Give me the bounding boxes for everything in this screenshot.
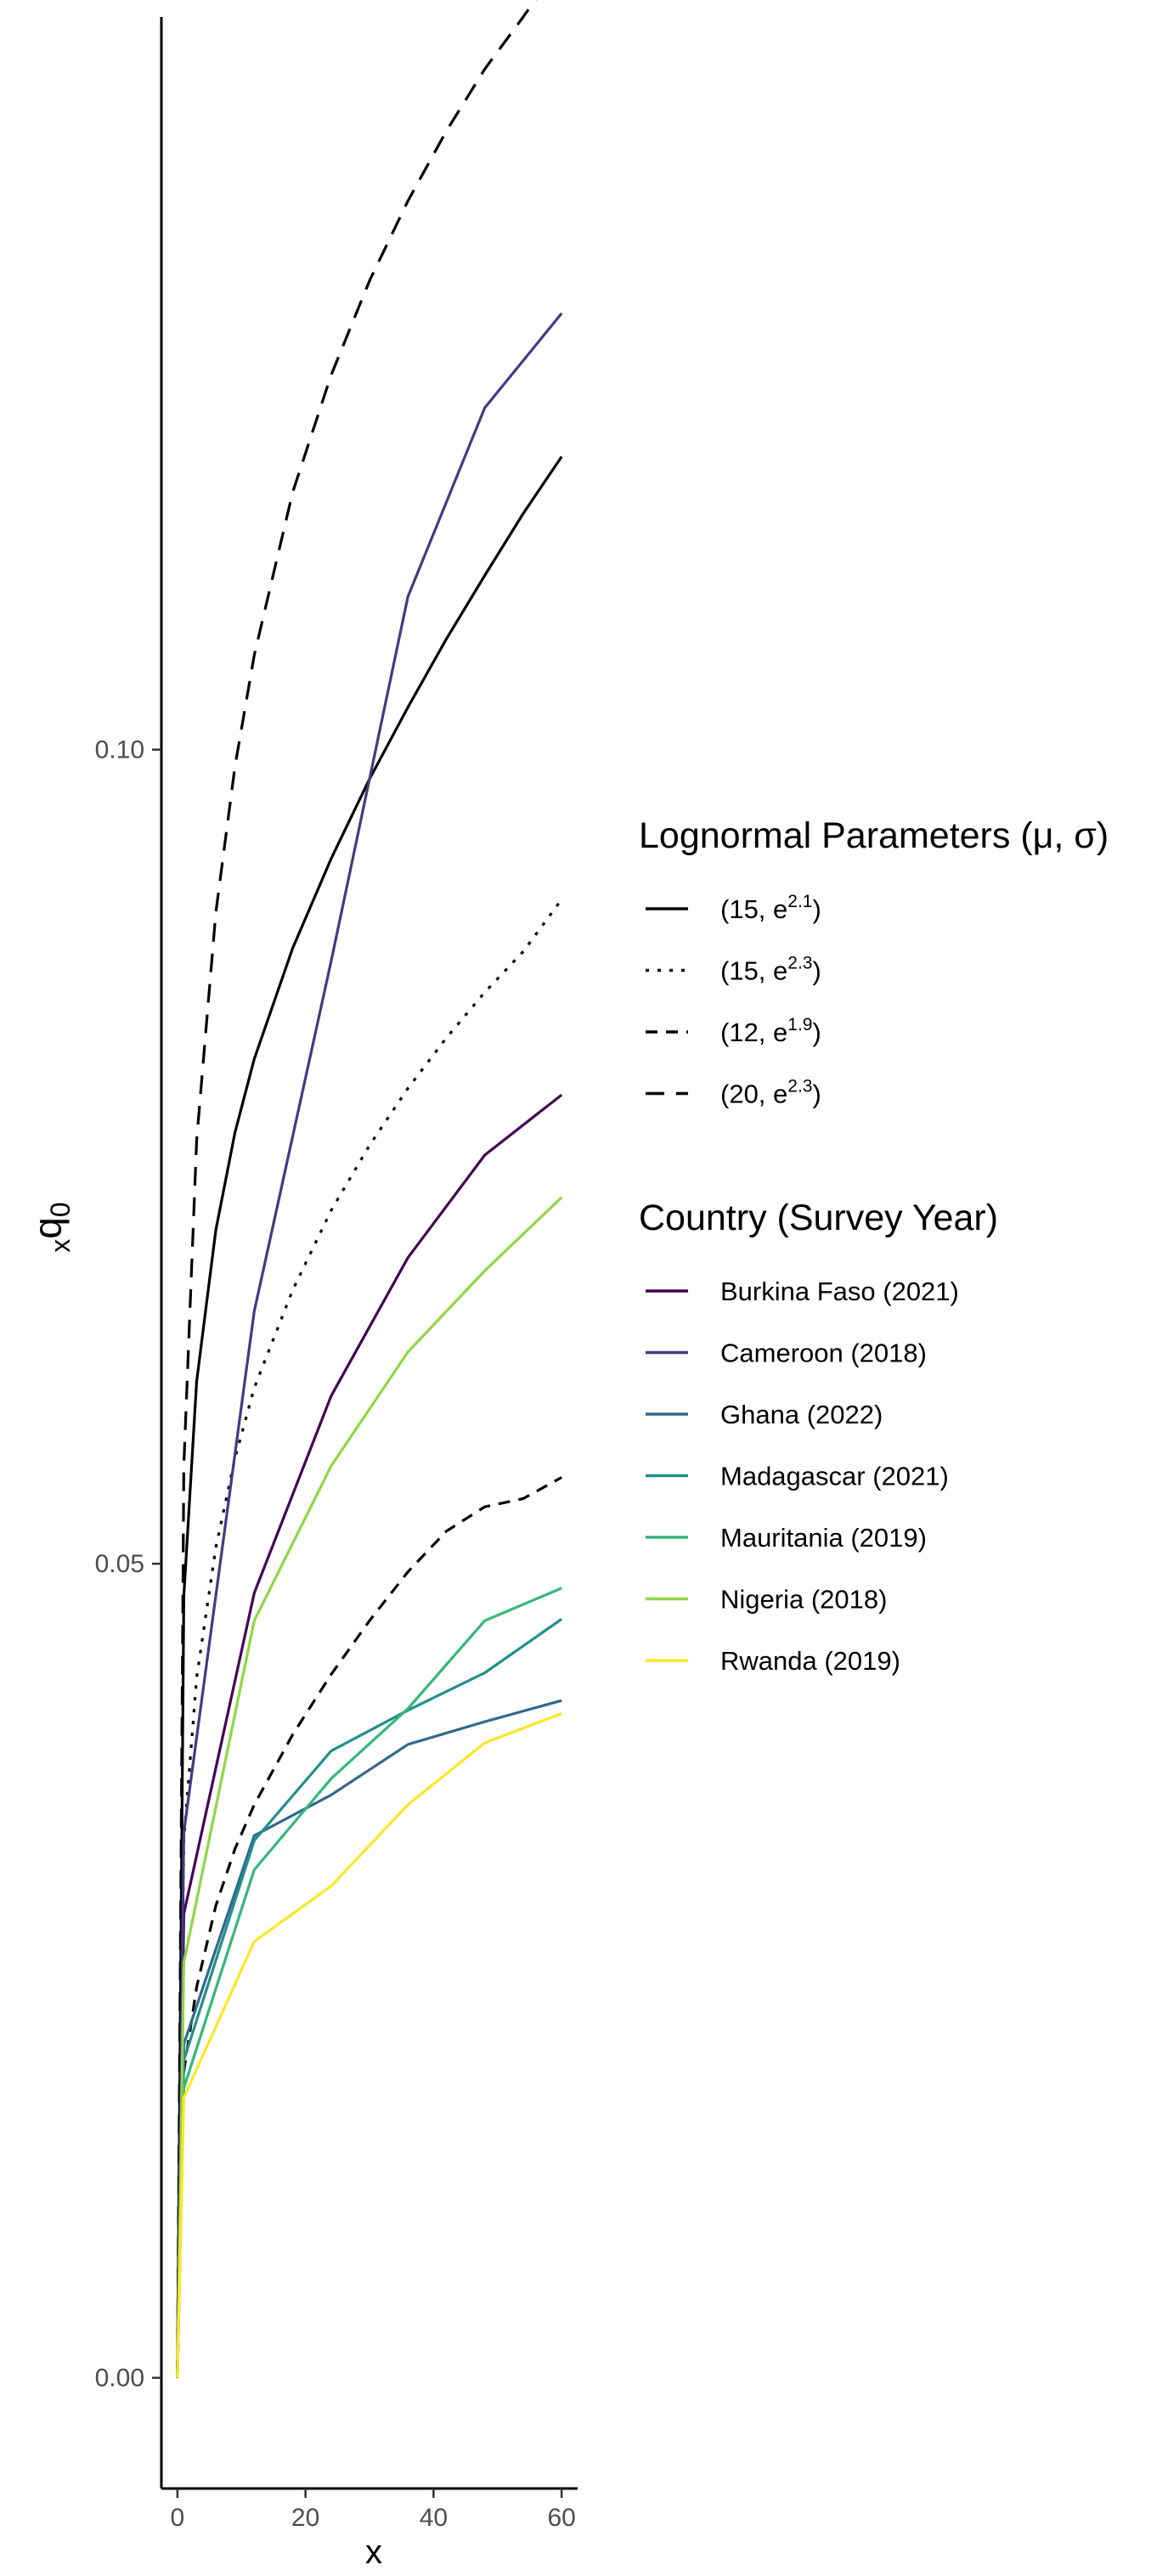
y-axis-title-prefix: x — [45, 1239, 76, 1253]
legend-label-superscript: 2.3 — [787, 954, 812, 973]
legend-label-close: ) — [812, 1017, 821, 1047]
lognormal-series-line-2 — [176, 1476, 562, 2378]
lognormal-series-line-0 — [176, 455, 563, 2378]
legend-label-1-0: Burkina Faso (2021) — [720, 1277, 959, 1306]
legend-label-0-2: (12, e1.9) — [720, 1015, 821, 1047]
country-series-line-6 — [176, 1712, 562, 2378]
legend-label-base: (20, e — [720, 1079, 787, 1109]
legend-label-superscript: 2.3 — [787, 1077, 812, 1096]
x-tick-label: 20 — [291, 2504, 319, 2532]
legend-label-0-1: (15, e2.3) — [720, 954, 821, 986]
series-layer — [176, 0, 563, 2378]
x-tick-label: 0 — [171, 2504, 185, 2532]
legend-title-1: Country (Survey Year) — [639, 1198, 998, 1238]
country-series-line-1 — [176, 312, 563, 2378]
y-axis-title: xq0 — [25, 1202, 76, 1252]
legend-label-1-5: Nigeria (2018) — [720, 1585, 887, 1615]
legend-label-1-6: Rwanda (2019) — [720, 1646, 900, 1676]
y-tick-label: 0.00 — [95, 2365, 144, 2393]
legend-label-close: ) — [812, 894, 821, 924]
lognormal-series-line-1 — [176, 899, 563, 2378]
legend-label-1-4: Mauritania (2019) — [720, 1523, 927, 1553]
legend-label-1-1: Cameroon (2018) — [720, 1339, 927, 1368]
country-series-line-5 — [176, 1196, 563, 2378]
y-tick-label: 0.10 — [95, 736, 144, 764]
legend-label-base: (15, e — [720, 956, 787, 986]
legend-label-1-2: Ghana (2022) — [720, 1400, 883, 1429]
legend-label-close: ) — [812, 1079, 821, 1109]
y-axis-title-sub: 0 — [45, 1202, 76, 1217]
legend-label-1-3: Madagascar (2021) — [720, 1462, 949, 1491]
legend-label-base: (12, e — [720, 1017, 787, 1047]
legend-layer: Lognormal Parameters (μ, σ)(15, e2.1)(15… — [639, 815, 1109, 1676]
legend-label-0-0: (15, e2.1) — [720, 892, 821, 924]
x-axis-title: x — [365, 2534, 382, 2571]
x-tick-label: 40 — [420, 2504, 448, 2532]
country-series-line-4 — [176, 1587, 562, 2378]
legend-label-base: (15, e — [720, 894, 787, 924]
legend-label-close: ) — [812, 956, 821, 986]
lognormal-series-line-3 — [176, 0, 537, 2378]
y-tick-label: 0.05 — [95, 1550, 144, 1578]
country-series-line-2 — [176, 1699, 562, 2378]
y-axis-title-main: q — [25, 1217, 70, 1239]
country-series-line-3 — [176, 1617, 563, 2378]
legend-label-superscript: 2.1 — [787, 892, 812, 911]
legend-label-0-3: (20, e2.3) — [720, 1077, 821, 1109]
legend-label-superscript: 1.9 — [787, 1015, 812, 1034]
legend-title-0: Lognormal Parameters (μ, σ) — [639, 815, 1109, 856]
x-tick-label: 60 — [547, 2504, 575, 2532]
